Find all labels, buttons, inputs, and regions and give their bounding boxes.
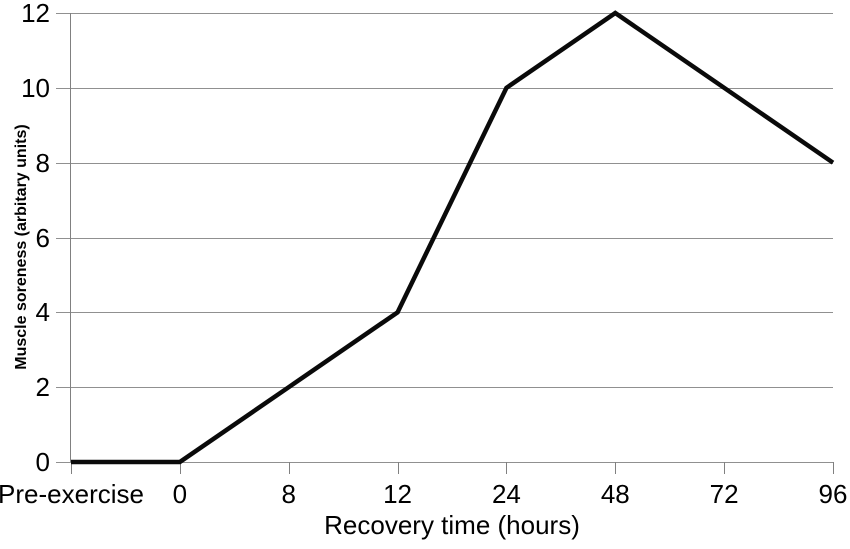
y-tick-label-8: 8 bbox=[35, 147, 50, 178]
x-tick-label-24: 24 bbox=[491, 479, 521, 509]
y-tick-label-10: 10 bbox=[21, 72, 50, 103]
soreness-data-line bbox=[71, 10, 835, 465]
y-tick-label-0: 0 bbox=[35, 447, 50, 477]
x-tick-label-8: 8 bbox=[281, 479, 296, 509]
y-tick-label-12: 12 bbox=[21, 0, 50, 28]
x-tick-label-12: 12 bbox=[383, 479, 413, 509]
y-tick-label-6: 6 bbox=[35, 222, 50, 253]
x-tick-label-pre-exercise: Pre-exercise bbox=[0, 479, 144, 509]
x-tick-label-0: 0 bbox=[172, 479, 188, 509]
x-tick-label-48: 48 bbox=[600, 479, 630, 509]
x-tick-label-72: 72 bbox=[709, 479, 739, 509]
x-tick-label-96: 96 bbox=[818, 479, 848, 509]
y-tick-label-4: 4 bbox=[35, 297, 50, 328]
y-tick-label-2: 2 bbox=[35, 372, 50, 403]
y-axis-title: Muscle soreness (arbitary units) bbox=[13, 124, 30, 370]
x-axis-title: Recovery time (hours) bbox=[324, 510, 580, 540]
